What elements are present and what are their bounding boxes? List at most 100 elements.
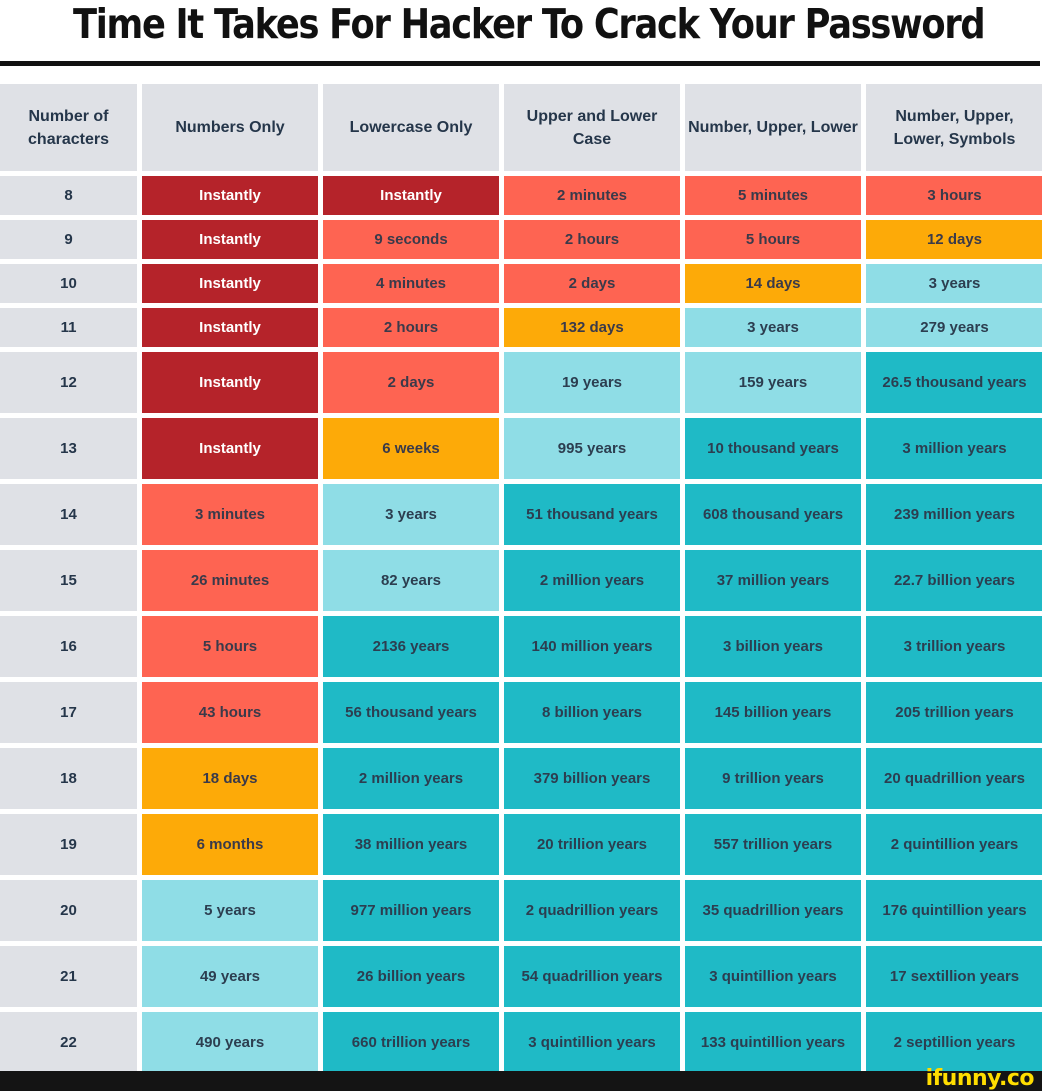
crack-time-cell: Instantly xyxy=(142,176,318,215)
crack-time-cell: Instantly xyxy=(142,308,318,347)
crack-time-cell: 3 years xyxy=(866,264,1042,303)
crack-time-cell: Instantly xyxy=(142,264,318,303)
crack-time-cell: Instantly xyxy=(142,418,318,479)
column-header-number-upper-lower: Number, Upper, Lower xyxy=(685,84,861,171)
crack-time-cell: 140 million years xyxy=(504,616,680,677)
crack-time-cell: 49 years xyxy=(142,946,318,1007)
crack-time-cell: 38 million years xyxy=(323,814,499,875)
row-length-19: 19 xyxy=(0,814,137,875)
column-header-number-of-characters: Number of characters xyxy=(0,84,137,171)
crack-time-cell: 2 million years xyxy=(323,748,499,809)
crack-time-cell: 3 years xyxy=(323,484,499,545)
crack-time-cell: 239 million years xyxy=(866,484,1042,545)
crack-time-cell: 995 years xyxy=(504,418,680,479)
crack-time-cell: 205 trillion years xyxy=(866,682,1042,743)
crack-time-cell: 82 years xyxy=(323,550,499,611)
row-length-16: 16 xyxy=(0,616,137,677)
column-header-lowercase-only: Lowercase Only xyxy=(323,84,499,171)
row-length-18: 18 xyxy=(0,748,137,809)
crack-time-cell: 490 years xyxy=(142,1012,318,1073)
crack-time-cell: 2 days xyxy=(323,352,499,413)
crack-time-cell: 608 thousand years xyxy=(685,484,861,545)
column-header-numbers-only: Numbers Only xyxy=(142,84,318,171)
crack-time-cell: 3 hours xyxy=(866,176,1042,215)
crack-time-cell: 18 days xyxy=(142,748,318,809)
crack-time-cell: 5 hours xyxy=(685,220,861,259)
crack-time-cell: 557 trillion years xyxy=(685,814,861,875)
crack-time-cell: 2 days xyxy=(504,264,680,303)
row-length-12: 12 xyxy=(0,352,137,413)
crack-time-cell: 51 thousand years xyxy=(504,484,680,545)
row-length-21: 21 xyxy=(0,946,137,1007)
crack-time-cell: 132 days xyxy=(504,308,680,347)
column-header-upper-and-lower-case: Upper and Lower Case xyxy=(504,84,680,171)
crack-time-cell: 2 septillion years xyxy=(866,1012,1042,1073)
crack-time-cell: 3 minutes xyxy=(142,484,318,545)
crack-time-cell: 17 sextillion years xyxy=(866,946,1042,1007)
row-length-15: 15 xyxy=(0,550,137,611)
crack-time-cell: 54 quadrillion years xyxy=(504,946,680,1007)
crack-time-cell: 2 million years xyxy=(504,550,680,611)
crack-time-cell: 3 years xyxy=(685,308,861,347)
crack-time-cell: 2136 years xyxy=(323,616,499,677)
ifunny-watermark: ifunny.co xyxy=(925,1066,1035,1091)
crack-time-cell: 6 months xyxy=(142,814,318,875)
row-length-11: 11 xyxy=(0,308,137,347)
crack-time-cell: 20 trillion years xyxy=(504,814,680,875)
crack-time-cell: 56 thousand years xyxy=(323,682,499,743)
crack-time-cell: 977 million years xyxy=(323,880,499,941)
crack-time-cell: 176 quintillion years xyxy=(866,880,1042,941)
row-length-8: 8 xyxy=(0,176,137,215)
crack-time-cell: 159 years xyxy=(685,352,861,413)
crack-time-cell: 5 minutes xyxy=(685,176,861,215)
crack-time-cell: 2 quadrillion years xyxy=(504,880,680,941)
column-header-number-upper-lower-symbols: Number, Upper, Lower, Symbols xyxy=(866,84,1042,171)
password-crack-table: Number of characters Numbers Only Lowercas… xyxy=(0,84,1042,1073)
crack-time-cell: 19 years xyxy=(504,352,680,413)
footer-bar xyxy=(0,1071,1042,1091)
crack-time-cell: 133 quintillion years xyxy=(685,1012,861,1073)
row-length-9: 9 xyxy=(0,220,137,259)
crack-time-cell: 9 trillion years xyxy=(685,748,861,809)
crack-time-cell: 5 hours xyxy=(142,616,318,677)
row-length-22: 22 xyxy=(0,1012,137,1073)
crack-time-cell: Instantly xyxy=(142,220,318,259)
crack-time-cell: 12 days xyxy=(866,220,1042,259)
crack-time-cell: 22.7 billion years xyxy=(866,550,1042,611)
crack-time-cell: 2 hours xyxy=(504,220,680,259)
crack-time-cell: 279 years xyxy=(866,308,1042,347)
crack-time-cell: 2 minutes xyxy=(504,176,680,215)
crack-time-cell: 43 hours xyxy=(142,682,318,743)
crack-time-cell: 35 quadrillion years xyxy=(685,880,861,941)
crack-time-cell: 14 days xyxy=(685,264,861,303)
crack-time-cell: Instantly xyxy=(142,352,318,413)
crack-time-cell: 26 minutes xyxy=(142,550,318,611)
row-length-10: 10 xyxy=(0,264,137,303)
crack-time-cell: 26.5 thousand years xyxy=(866,352,1042,413)
crack-time-cell: 4 minutes xyxy=(323,264,499,303)
row-length-20: 20 xyxy=(0,880,137,941)
crack-time-cell: 3 trillion years xyxy=(866,616,1042,677)
crack-time-cell: 145 billion years xyxy=(685,682,861,743)
crack-time-cell: 6 weeks xyxy=(323,418,499,479)
crack-time-cell: 9 seconds xyxy=(323,220,499,259)
crack-time-cell: 26 billion years xyxy=(323,946,499,1007)
crack-time-cell: 379 billion years xyxy=(504,748,680,809)
crack-time-cell: 10 thousand years xyxy=(685,418,861,479)
crack-time-cell: 37 million years xyxy=(685,550,861,611)
crack-time-cell: 2 hours xyxy=(323,308,499,347)
row-length-14: 14 xyxy=(0,484,137,545)
crack-time-cell: 3 quintillion years xyxy=(685,946,861,1007)
crack-time-cell: 3 million years xyxy=(866,418,1042,479)
crack-time-cell: Instantly xyxy=(323,176,499,215)
page-title: Time It Takes For Hacker To Crack Your P… xyxy=(72,0,986,48)
crack-time-cell: 5 years xyxy=(142,880,318,941)
crack-time-cell: 660 trillion years xyxy=(323,1012,499,1073)
row-length-13: 13 xyxy=(0,418,137,479)
crack-time-cell: 3 billion years xyxy=(685,616,861,677)
crack-time-cell: 3 quintillion years xyxy=(504,1012,680,1073)
crack-time-cell: 20 quadrillion years xyxy=(866,748,1042,809)
crack-time-cell: 2 quintillion years xyxy=(866,814,1042,875)
title-divider xyxy=(0,61,1040,66)
row-length-17: 17 xyxy=(0,682,137,743)
